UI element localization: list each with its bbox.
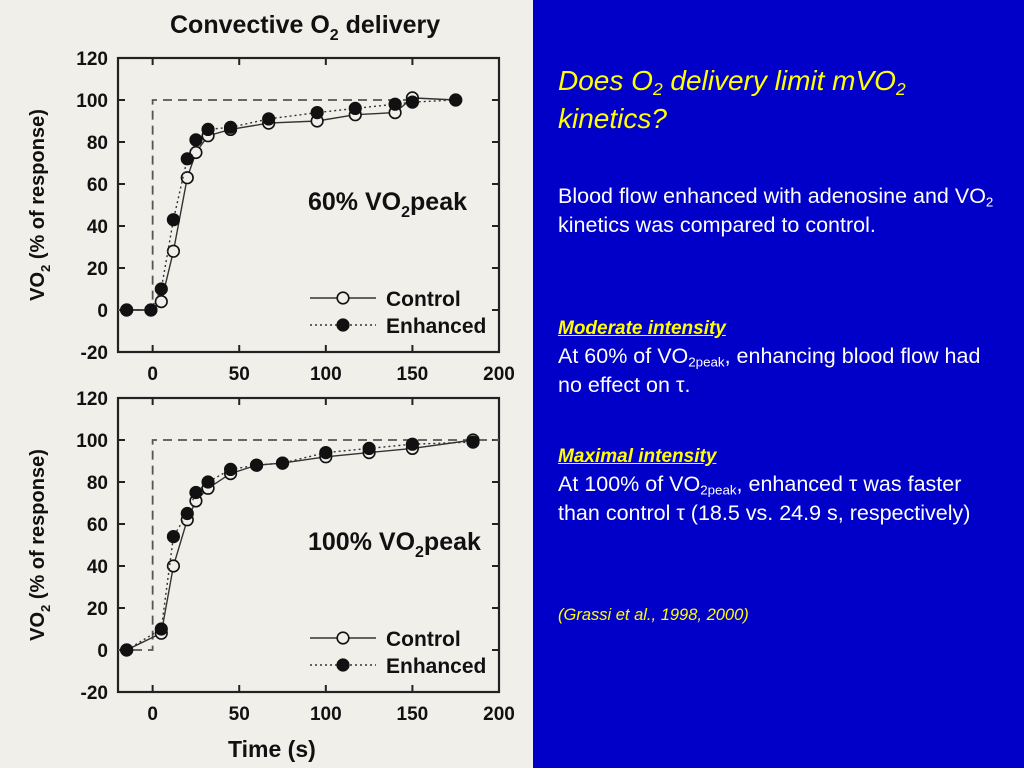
x-axis-label: Time (s) <box>228 736 316 762</box>
panel-1-ytick-label: 120 <box>76 49 108 70</box>
panel-2-plot-frame <box>116 396 501 694</box>
panel-2-xtick-label: 150 <box>397 704 429 725</box>
panel-1-ytick-label: 100 <box>76 91 108 112</box>
panel-2-ytick-label: 0 <box>97 641 108 662</box>
panel-1-enhanced-point <box>189 133 203 147</box>
panel-1-enhanced-point <box>262 112 276 126</box>
panel-2-ytick-label: 120 <box>76 389 108 410</box>
panel-1-xtick-label: 150 <box>397 364 429 385</box>
panel-1-enhanced-point <box>310 105 324 120</box>
panel-1-enhanced-point <box>120 303 134 317</box>
panel-2-legend-control-marker <box>336 631 350 645</box>
moderate-text: At 60% of VO2peak, enhancing blood flow … <box>558 344 981 397</box>
panel-2-legend-enhanced-label: Enhanced <box>386 655 486 678</box>
panel-1-legend-control-label: Control <box>386 288 461 311</box>
intro-paragraph: Blood flow enhanced with adenosine and V… <box>558 184 994 237</box>
panel-2-xtick-label: 0 <box>147 704 158 725</box>
panel-2-enhanced-point <box>275 456 290 470</box>
panel-1-xtick-label: 50 <box>229 364 250 385</box>
panel-1-control-point <box>189 145 203 160</box>
panel-1-ytick-label: 40 <box>87 217 108 238</box>
panel-2-enhanced-point <box>189 485 203 500</box>
panel-2-xtick-label: 100 <box>310 704 342 725</box>
panel-1-xtick-label: 0 <box>147 364 158 385</box>
panel-1-control-point <box>180 171 194 185</box>
panel-2-ytick-label: -20 <box>81 683 108 704</box>
panel-1-enhanced-point <box>144 303 158 317</box>
panel-2-enhanced-point <box>405 437 420 451</box>
panel-2-ytick-label: 40 <box>87 557 108 578</box>
panel-2-ytick-label: 20 <box>87 599 108 620</box>
panel-1-xtick-label: 100 <box>310 364 342 385</box>
panel-2-legend-control-label: Control <box>386 628 461 651</box>
panel-1-enhanced-point <box>154 282 168 296</box>
panel-2-ytick-label: 80 <box>87 473 108 494</box>
maximal-heading: Maximal intensity <box>558 446 717 467</box>
panel-2-enhanced-point <box>201 475 215 489</box>
panel-2-y-axis-label: VO2 (% of response) <box>27 449 53 641</box>
panel-2-legend-enhanced-marker <box>336 658 350 672</box>
figure-svg: Convective O2 delivery Time (s) -20 0 20 40… <box>27 11 515 762</box>
panel-2-xtick-label: 200 <box>483 704 515 725</box>
panel-2-ytick-label: 100 <box>76 431 108 452</box>
panel-1-enhanced-point <box>180 152 194 166</box>
panel-2-enhanced-point <box>180 506 194 521</box>
panel-1-xtick-label: 200 <box>483 364 515 385</box>
panel-1-ytick-label: 60 <box>87 175 108 196</box>
moderate-section: Moderate intensity At 60% of VO2peak, en… <box>558 316 998 400</box>
panel-1-enhanced-point <box>449 93 463 107</box>
panel-2-enhanced-point <box>154 622 168 636</box>
panel-1-plot-frame <box>116 56 501 354</box>
panel-2-control-point <box>166 559 181 573</box>
panel-2-enhanced-point <box>319 446 333 460</box>
panel-1-y-axis-label: VO2 (% of response) <box>27 109 53 301</box>
panel-2-ytick-label: 60 <box>87 515 108 536</box>
panel-2-intensity-label: 100% VO2peak <box>308 528 481 561</box>
panel-2-enhanced-point <box>120 643 134 657</box>
slide-title: Does O2 delivery limit mVO2 kinetics? <box>558 65 906 134</box>
panel-1-ytick-label: 20 <box>87 259 108 280</box>
citation: (Grassi et al., 1998, 2000) <box>558 606 749 624</box>
panel-1-legend-enhanced-label: Enhanced <box>386 315 486 338</box>
panel-2-enhanced-point <box>223 462 238 477</box>
panel-2-enhanced-point <box>166 529 181 544</box>
panel-1-control-point <box>166 244 181 258</box>
panel-2-enhanced-point <box>362 441 376 456</box>
panel-1-enhanced-point <box>388 97 402 111</box>
panel-1-intensity-label: 60% VO2peak <box>308 188 467 221</box>
panel-2-xtick-label: 50 <box>229 704 250 725</box>
figure-panel: Convective O2 delivery Time (s) -20 0 20 40… <box>0 0 533 768</box>
panel-2-dashed-reference-line <box>118 439 499 651</box>
maximal-text: At 100% of VO2peak, enhanced τ was faste… <box>558 472 971 525</box>
panel-1-ytick-label: 80 <box>87 133 108 154</box>
panel-1-ytick-label: -20 <box>81 343 108 364</box>
panel-1-legend-enhanced-marker <box>336 318 350 332</box>
panel-2-enhanced-point <box>249 458 264 472</box>
figure-title: Convective O2 delivery <box>170 11 440 44</box>
panel-1-enhanced-point <box>166 213 181 227</box>
panel-1-control-point <box>154 295 168 309</box>
panel-1-enhanced-point <box>348 101 362 115</box>
panel-2-enhanced-point <box>466 435 480 449</box>
panel-1-enhanced-point <box>201 122 215 136</box>
panel-1-enhanced-point <box>405 95 420 109</box>
moderate-heading: Moderate intensity <box>558 318 726 339</box>
maximal-section: Maximal intensity At 100% of VO2peak, en… <box>558 444 998 528</box>
slide-text-panel: Does O2 delivery limit mVO2 kinetics? Bl… <box>533 0 1024 768</box>
panel-1-legend-control-marker <box>336 291 350 305</box>
panel-1-enhanced-point <box>223 120 238 134</box>
panel-1-ytick-label: 0 <box>97 301 108 322</box>
